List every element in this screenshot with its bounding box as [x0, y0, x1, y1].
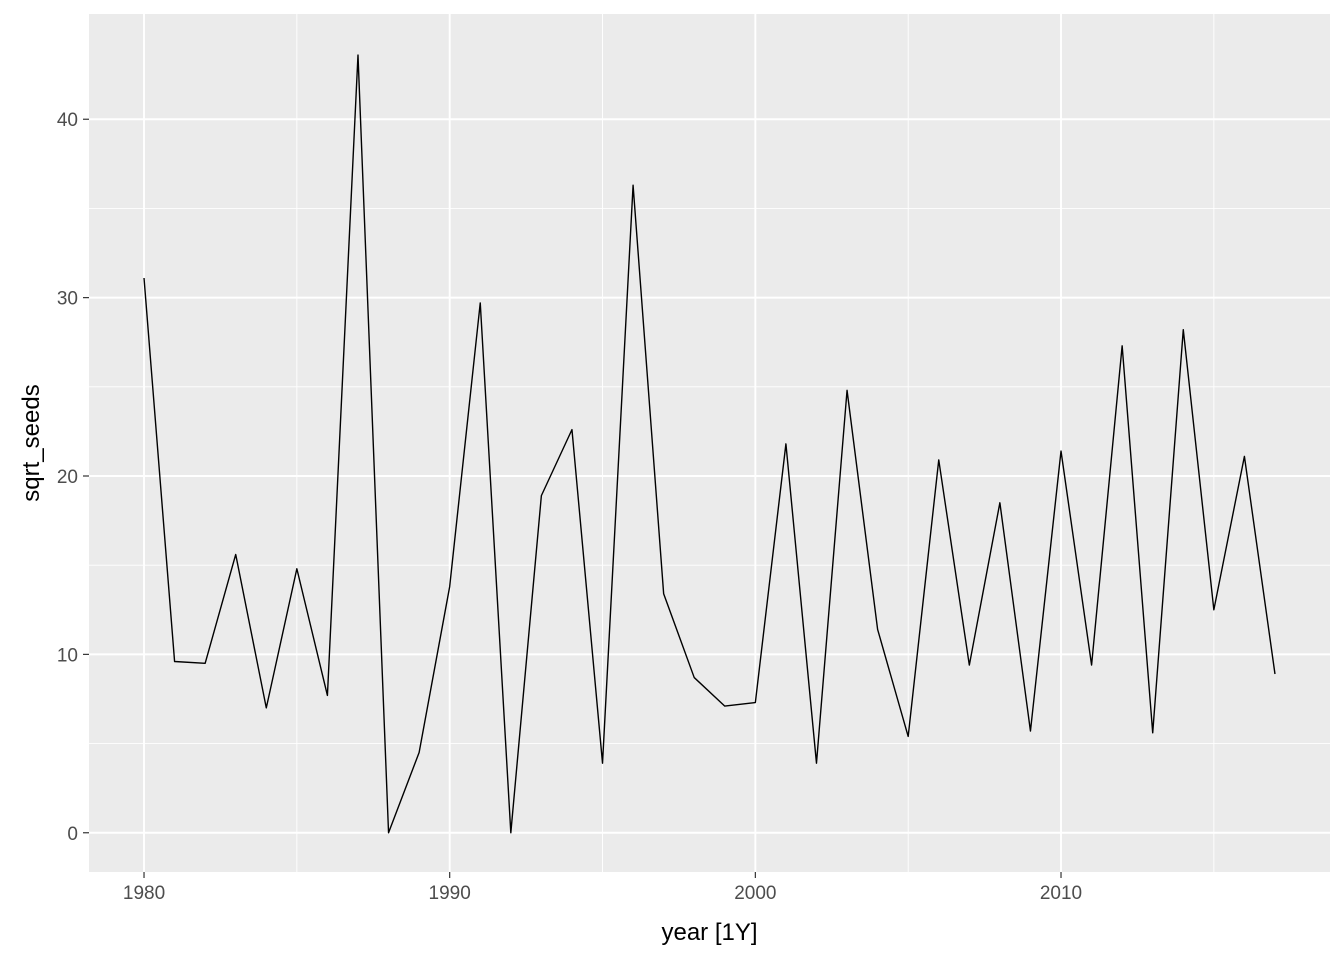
- data-point: [478, 301, 482, 305]
- data-point: [1059, 449, 1063, 453]
- data-point: [234, 552, 238, 556]
- y-tick-label: 20: [57, 467, 78, 488]
- data-point: [876, 627, 880, 631]
- data-point: [417, 750, 421, 754]
- major-grid-x: [143, 14, 1062, 872]
- data-point: [142, 276, 146, 280]
- y-tick-label: 0: [67, 824, 78, 845]
- data-point: [1273, 672, 1277, 676]
- data-point: [814, 761, 818, 765]
- minor-grid-y: [89, 207, 1330, 745]
- data-point: [784, 442, 788, 446]
- data-point: [723, 704, 727, 708]
- data-point: [1090, 663, 1094, 667]
- data-point: [601, 761, 605, 765]
- data-point: [937, 458, 941, 462]
- y-axis: 0 10 20 30 40: [57, 110, 89, 845]
- data-layer: [142, 53, 1277, 835]
- data-point: [1028, 729, 1032, 733]
- data-point: [1242, 454, 1246, 458]
- data-point: [570, 428, 574, 432]
- panel-background: [89, 14, 1330, 872]
- data-point: [662, 592, 666, 596]
- data-point: [631, 183, 635, 187]
- data-point: [295, 567, 299, 571]
- x-tick-label: 1980: [123, 883, 165, 904]
- y-axis-title: sqrt_seeds: [18, 384, 45, 501]
- data-point: [692, 676, 696, 680]
- data-point: [1151, 731, 1155, 735]
- x-tick-label: 2000: [734, 883, 776, 904]
- x-tick-label: 1990: [429, 883, 471, 904]
- data-point: [845, 388, 849, 392]
- data-point: [1212, 608, 1216, 612]
- data-point: [1120, 344, 1124, 348]
- minor-grid-x: [296, 14, 1215, 872]
- data-point: [1181, 328, 1185, 332]
- x-axis-title: year [1Y]: [661, 919, 757, 946]
- y-tick-label: 10: [57, 645, 78, 666]
- data-point: [539, 494, 543, 498]
- x-tick-label: 2010: [1040, 883, 1082, 904]
- data-point: [264, 706, 268, 710]
- data-point: [998, 501, 1002, 505]
- data-point: [509, 831, 513, 835]
- data-point: [356, 53, 360, 57]
- data-point: [753, 701, 757, 705]
- data-point: [387, 831, 391, 835]
- data-point: [967, 663, 971, 667]
- data-point: [203, 661, 207, 665]
- y-tick-label: 30: [57, 289, 78, 310]
- data-point: [906, 734, 910, 738]
- y-tick-label: 40: [57, 110, 78, 131]
- data-point: [448, 585, 452, 589]
- x-axis: 1980 1990 2000 2010: [123, 872, 1082, 904]
- data-point: [325, 693, 329, 697]
- series-line: [143, 54, 1276, 834]
- data-point: [173, 660, 177, 664]
- major-grid-y: [89, 118, 1330, 834]
